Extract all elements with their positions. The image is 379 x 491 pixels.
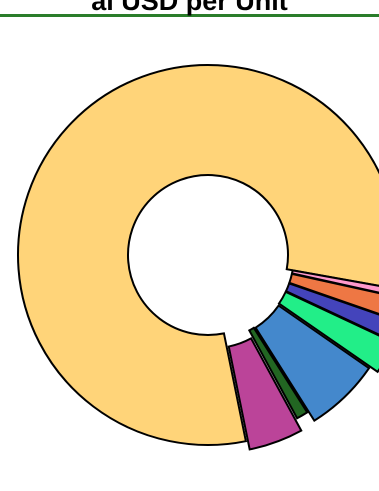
- title-rule: [0, 14, 379, 17]
- chart-title: al USD per Unit: [91, 0, 288, 16]
- slices-group: [17, 64, 379, 451]
- pie-slice-5: [254, 304, 371, 423]
- pie-slice-4: [277, 290, 379, 374]
- pie-slice-0: [17, 64, 379, 446]
- pie-slice-6: [247, 326, 309, 420]
- pie-slice-7: [227, 337, 303, 451]
